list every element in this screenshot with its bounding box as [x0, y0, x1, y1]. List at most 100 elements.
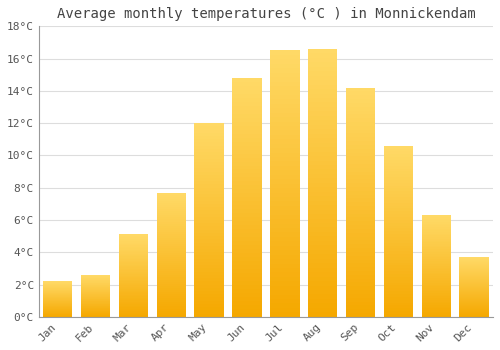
Bar: [346, 198, 376, 202]
Bar: [156, 280, 186, 282]
Bar: [384, 183, 413, 186]
Bar: [81, 298, 110, 299]
Bar: [422, 292, 451, 293]
Bar: [81, 302, 110, 303]
Bar: [460, 278, 489, 279]
Bar: [384, 288, 413, 291]
Bar: [460, 282, 489, 283]
Bar: [346, 122, 376, 126]
Bar: [194, 239, 224, 243]
Bar: [43, 297, 72, 298]
Bar: [422, 300, 451, 302]
Bar: [346, 271, 376, 275]
Bar: [194, 223, 224, 226]
Bar: [384, 160, 413, 163]
Bar: [194, 201, 224, 204]
Bar: [270, 206, 300, 210]
Bar: [346, 206, 376, 210]
Bar: [384, 169, 413, 172]
Bar: [460, 309, 489, 310]
Bar: [118, 278, 148, 280]
Bar: [156, 228, 186, 230]
Bar: [308, 201, 338, 205]
Bar: [270, 95, 300, 99]
Bar: [384, 286, 413, 288]
Bar: [232, 197, 262, 201]
Bar: [308, 111, 338, 116]
Bar: [156, 294, 186, 296]
Bar: [232, 98, 262, 102]
Bar: [118, 285, 148, 287]
Bar: [156, 255, 186, 257]
Bar: [43, 283, 72, 284]
Bar: [384, 266, 413, 268]
Bar: [156, 242, 186, 244]
Bar: [308, 245, 338, 250]
Bar: [118, 292, 148, 294]
Bar: [43, 308, 72, 309]
Bar: [270, 135, 300, 139]
Bar: [81, 282, 110, 283]
Bar: [384, 200, 413, 203]
Bar: [422, 313, 451, 315]
Bar: [460, 304, 489, 305]
Bar: [156, 224, 186, 226]
Bar: [346, 118, 376, 122]
Bar: [460, 280, 489, 281]
Bar: [194, 314, 224, 317]
Bar: [308, 187, 338, 192]
Bar: [194, 181, 224, 184]
Bar: [308, 303, 338, 308]
Bar: [422, 229, 451, 230]
Bar: [460, 288, 489, 289]
Bar: [194, 233, 224, 236]
Bar: [422, 268, 451, 270]
Bar: [118, 310, 148, 311]
Bar: [308, 312, 338, 317]
Bar: [43, 311, 72, 312]
Bar: [308, 129, 338, 134]
Bar: [346, 294, 376, 298]
Bar: [270, 201, 300, 206]
Bar: [384, 291, 413, 294]
Bar: [81, 292, 110, 293]
Bar: [422, 288, 451, 290]
Bar: [270, 144, 300, 148]
Bar: [308, 58, 338, 62]
Bar: [346, 164, 376, 168]
Bar: [43, 305, 72, 306]
Bar: [460, 257, 489, 258]
Bar: [194, 204, 224, 207]
Bar: [270, 197, 300, 201]
Bar: [118, 250, 148, 251]
Bar: [422, 259, 451, 261]
Bar: [384, 280, 413, 282]
Bar: [270, 272, 300, 277]
Bar: [194, 214, 224, 217]
Bar: [156, 300, 186, 302]
Bar: [118, 262, 148, 263]
Bar: [270, 64, 300, 68]
Bar: [81, 310, 110, 311]
Bar: [460, 298, 489, 299]
Bar: [270, 299, 300, 303]
Bar: [43, 315, 72, 316]
Bar: [194, 152, 224, 155]
Bar: [346, 149, 376, 153]
Bar: [118, 244, 148, 245]
Bar: [232, 114, 262, 118]
Bar: [460, 306, 489, 307]
Bar: [384, 257, 413, 260]
Bar: [81, 280, 110, 281]
Bar: [346, 114, 376, 118]
Bar: [384, 223, 413, 225]
Bar: [422, 224, 451, 225]
Bar: [232, 177, 262, 181]
Bar: [156, 269, 186, 271]
Bar: [194, 191, 224, 194]
Bar: [232, 86, 262, 90]
Bar: [422, 217, 451, 218]
Bar: [43, 300, 72, 301]
Bar: [308, 192, 338, 196]
Bar: [232, 225, 262, 229]
